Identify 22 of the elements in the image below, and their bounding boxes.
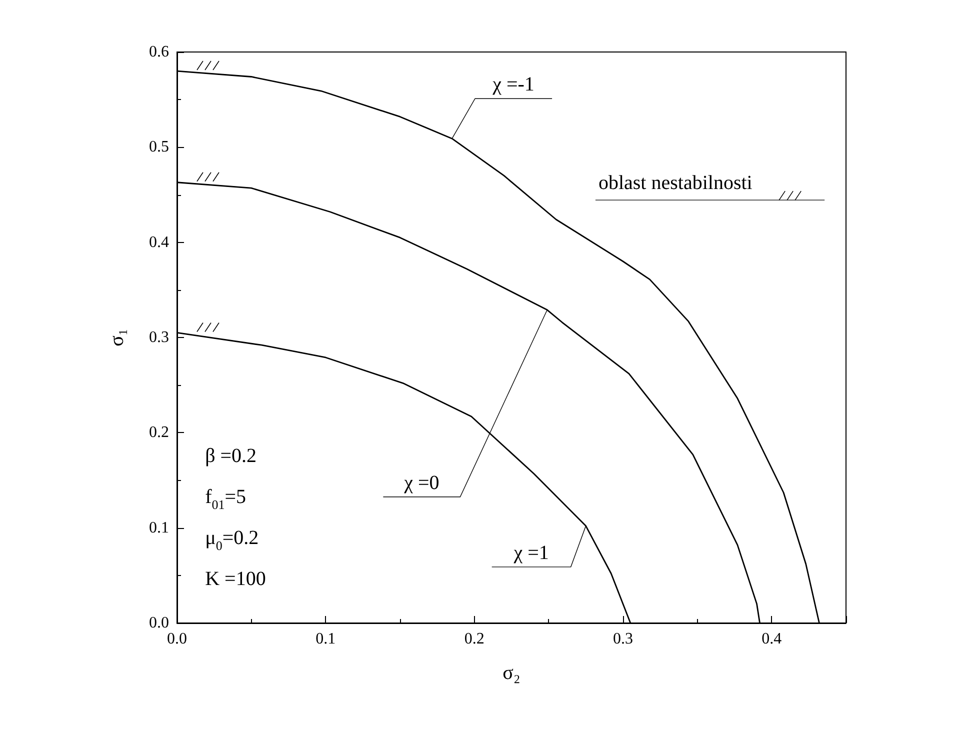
x-tick-label: 0.3: [613, 630, 633, 648]
y-tick-label: 0.1: [149, 519, 169, 536]
x-axis-title: σ₂: [502, 662, 520, 684]
annotation: f$_{01}$=5: [205, 486, 246, 512]
annotation: oblast nestabilnosti: [598, 172, 753, 194]
y-tick-label: 0.5: [149, 138, 169, 156]
x-tick-label: 0.0: [167, 630, 187, 648]
y-tick-label: 0.2: [149, 424, 169, 442]
annotation: χ =0: [403, 472, 440, 494]
x-tick-label: 0.4: [762, 630, 782, 648]
y-tick-label: 0.6: [149, 44, 169, 60]
y-tick-label: 0.0: [149, 614, 169, 632]
x-tick-label: 0.2: [464, 630, 484, 648]
y-axis-title: σ₁: [106, 328, 128, 346]
y-tick-label: 0.4: [149, 234, 169, 251]
annotation: β =0.2: [205, 444, 257, 467]
annotation: χ =-1: [492, 74, 534, 96]
annotation: K =100: [205, 568, 266, 590]
annotation: μ$_{0}$=0.2: [205, 526, 259, 553]
y-tick-label: 0.3: [149, 329, 169, 346]
annotation: χ =1: [512, 542, 549, 564]
x-tick-label: 0.1: [316, 630, 336, 648]
